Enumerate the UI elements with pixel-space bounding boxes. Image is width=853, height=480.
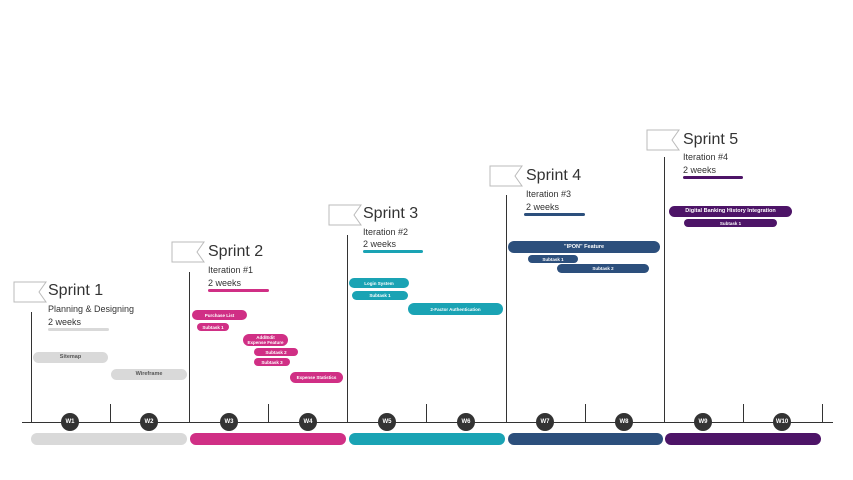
sprint-5-marker-line: [664, 157, 665, 422]
sprint-2-bar: [190, 433, 346, 445]
axis-tick: [268, 404, 269, 422]
sprint-2-subtitle: Iteration #1: [208, 265, 254, 275]
sprint-1-title: Sprint 1: [48, 282, 104, 299]
sprint-5-bar: [665, 433, 821, 445]
week-marker-w7: W7: [536, 413, 554, 431]
task-subtask[interactable]: Subtask 2: [254, 348, 298, 356]
task-sitemap[interactable]: Sitemap: [33, 352, 108, 363]
task-login-system[interactable]: Login System: [349, 278, 409, 288]
task-expense-statistics[interactable]: Expense Statistics: [290, 372, 343, 383]
sprint-3-underline: [363, 250, 423, 253]
sprint-4-bar: [508, 433, 663, 445]
flag-icon: [171, 241, 205, 263]
sprint-3-bar: [349, 433, 505, 445]
sprint-4-underline: [524, 213, 585, 216]
task-digital-banking-history[interactable]: Digital Banking History Integration: [669, 206, 792, 217]
sprint-1-marker-line: [31, 312, 32, 422]
task-add-edit-line1: Add/Edit: [256, 335, 275, 340]
flag-icon: [328, 204, 362, 226]
flag-icon: [489, 165, 523, 187]
sprint-2-underline: [208, 289, 269, 292]
axis-tick: [585, 404, 586, 422]
week-marker-w10: W10: [773, 413, 791, 431]
sprint-4-marker-line: [506, 195, 507, 422]
task-subtask[interactable]: Subtask 1: [528, 255, 578, 263]
axis-tick: [189, 404, 190, 422]
task-add-edit-line2: Expense Feature: [247, 340, 284, 345]
task-ipon-feature[interactable]: "IPON" Feature: [508, 241, 660, 253]
task-wireframe[interactable]: Wireframe: [111, 369, 187, 380]
axis-tick: [664, 404, 665, 422]
axis-tick: [506, 404, 507, 422]
sprint-2-title: Sprint 2: [208, 243, 264, 260]
flag-icon: [13, 281, 47, 303]
axis-tick: [347, 404, 348, 422]
task-subtask[interactable]: Subtask 1: [684, 219, 777, 227]
timeline-axis: [22, 422, 833, 423]
task-add-edit-expense[interactable]: Add/Edit Expense Feature: [243, 334, 288, 346]
week-marker-w8: W8: [615, 413, 633, 431]
week-marker-w2: W2: [140, 413, 158, 431]
sprint-1-subtitle: Planning & Designing: [48, 304, 135, 314]
sprint-4-duration: 2 weeks: [526, 202, 560, 212]
sprint-3-subtitle: Iteration #2: [363, 227, 409, 237]
sprint-4-title: Sprint 4: [526, 167, 582, 184]
week-marker-w4: W4: [299, 413, 317, 431]
task-subtask[interactable]: Subtask 1: [352, 291, 408, 300]
task-subtask[interactable]: Subtask 1: [197, 323, 229, 331]
axis-tick: [743, 404, 744, 422]
task-subtask[interactable]: Subtask 3: [254, 358, 290, 366]
sprint-5-underline: [683, 176, 743, 179]
sprint-1-bar: [31, 433, 187, 445]
week-marker-w6: W6: [457, 413, 475, 431]
sprint-1-underline: [48, 328, 109, 331]
sprint-2-duration: 2 weeks: [208, 278, 242, 288]
sprint-5-title: Sprint 5: [683, 131, 739, 148]
axis-tick: [31, 404, 32, 422]
sprint-5-duration: 2 weeks: [683, 165, 717, 175]
task-purchase-list[interactable]: Purchase List: [192, 310, 247, 320]
sprint-3-marker-line: [347, 235, 348, 422]
sprint-5-subtitle: Iteration #4: [683, 152, 729, 162]
task-2-factor-authentication[interactable]: 2-Factor Authentication: [408, 303, 503, 315]
axis-tick: [822, 404, 823, 422]
flag-icon: [646, 129, 680, 151]
task-subtask[interactable]: Subtask 2: [557, 264, 649, 273]
sprint-2-marker-line: [189, 272, 190, 422]
week-marker-w3: W3: [220, 413, 238, 431]
sprint-1-duration: 2 weeks: [48, 317, 82, 327]
axis-tick: [110, 404, 111, 422]
week-marker-w5: W5: [378, 413, 396, 431]
sprint-3-duration: 2 weeks: [363, 239, 397, 249]
week-marker-w1: W1: [61, 413, 79, 431]
axis-tick: [426, 404, 427, 422]
week-marker-w9: W9: [694, 413, 712, 431]
sprint-4-subtitle: Iteration #3: [526, 189, 572, 199]
sprint-3-title: Sprint 3: [363, 205, 419, 222]
